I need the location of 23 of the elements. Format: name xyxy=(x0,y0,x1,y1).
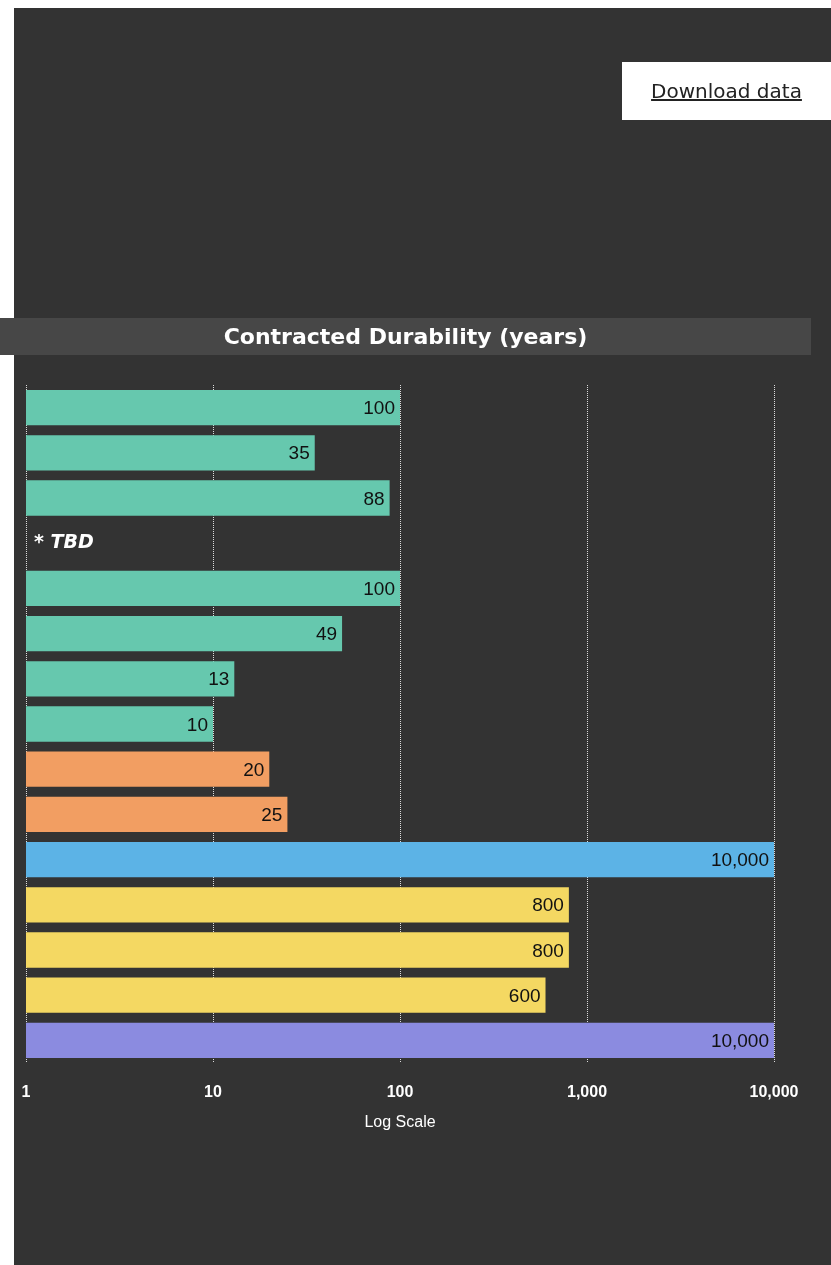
data-label: 10 xyxy=(186,713,208,735)
data-label: 88 xyxy=(363,487,385,509)
data-label: 10,000 xyxy=(710,849,769,871)
data-label: 49 xyxy=(315,623,338,645)
chart-title: Contracted Durability (years) xyxy=(0,318,811,355)
data-label: 100 xyxy=(363,577,395,599)
x-tick-label: 100 xyxy=(386,1082,414,1100)
x-axis-title: Log Scale xyxy=(364,1112,436,1130)
x-tick-label: 1,000 xyxy=(566,1082,608,1100)
data-label: 800 xyxy=(532,894,564,916)
data-label: 13 xyxy=(208,668,230,690)
data-label: 800 xyxy=(532,939,564,961)
data-label: 100 xyxy=(363,397,395,419)
x-tick-label: 10,000 xyxy=(749,1082,799,1100)
download-button: Download data xyxy=(622,62,831,120)
data-label: 20 xyxy=(243,758,265,780)
data-label: 25 xyxy=(261,803,283,825)
data-label: 600 xyxy=(508,984,541,1006)
data-label: 35 xyxy=(288,442,310,464)
data-label: 10,000 xyxy=(710,1029,769,1051)
annotation: * TBD xyxy=(34,530,94,553)
x-tick-label: 1 xyxy=(21,1082,31,1100)
x-tick-label: 10 xyxy=(204,1082,222,1100)
